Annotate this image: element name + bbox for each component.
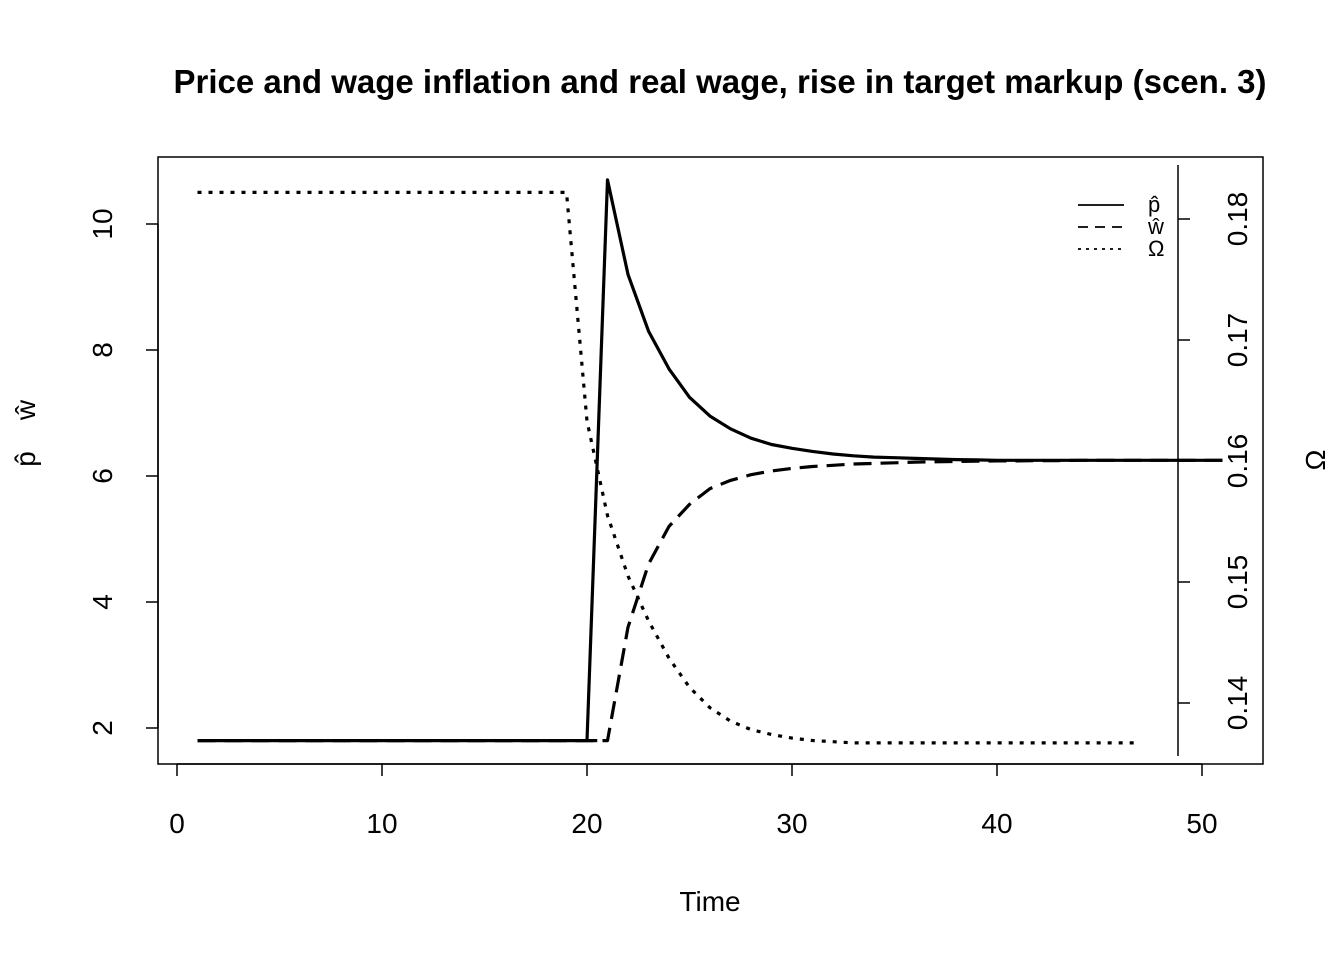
y-axis-left-label-w: ŵ — [10, 399, 41, 421]
y-axis-right-label: Ω — [1300, 450, 1331, 471]
legend-label-1: ŵ — [1147, 214, 1164, 239]
legend: p̂ŵΩ — [1078, 192, 1164, 261]
x-tick-label-3: 30 — [776, 808, 807, 839]
y-right-tick-label-0: 0.14 — [1222, 676, 1253, 731]
chart-title: Price and wage inflation and real wage, … — [174, 63, 1267, 100]
series-line-0 — [197, 178, 1223, 743]
y-left-tick-label-3: 8 — [87, 342, 118, 358]
x-tick-label-5: 50 — [1186, 808, 1217, 839]
x-tick-label-2: 20 — [571, 808, 602, 839]
y-right-tick-label-4: 0.18 — [1222, 192, 1253, 247]
x-axis-label: Time — [679, 886, 740, 917]
y-axis-left-label-p: p̂ — [10, 451, 41, 467]
x-tick-label-4: 40 — [981, 808, 1012, 839]
legend-label-2: Ω — [1148, 236, 1164, 261]
legend-label-0: p̂ — [1148, 192, 1160, 217]
y-axis-right: 0.14 0.15 0.16 0.17 0.18 — [1177, 165, 1253, 756]
y-axis-left: 2 4 6 8 10 — [87, 208, 159, 736]
y-left-tick-label-0: 2 — [87, 720, 118, 736]
x-tick-label-1: 10 — [366, 808, 397, 839]
series-layer — [197, 178, 1223, 745]
y-left-tick-label-1: 4 — [87, 594, 118, 610]
y-axis-left-label: p̂ ŵ — [10, 399, 41, 467]
y-right-tick-label-3: 0.17 — [1222, 313, 1253, 368]
x-axis: 0 10 20 30 40 50 — [169, 763, 1218, 839]
x-tick-label-0: 0 — [169, 808, 185, 839]
series-line-1 — [197, 458, 1223, 743]
y-right-tick-label-1: 0.15 — [1222, 555, 1253, 610]
y-left-tick-label-2: 6 — [87, 468, 118, 484]
y-left-tick-label-4: 10 — [87, 208, 118, 239]
y-right-tick-label-2: 0.16 — [1222, 434, 1253, 489]
series-line-2 — [197, 190, 1141, 745]
